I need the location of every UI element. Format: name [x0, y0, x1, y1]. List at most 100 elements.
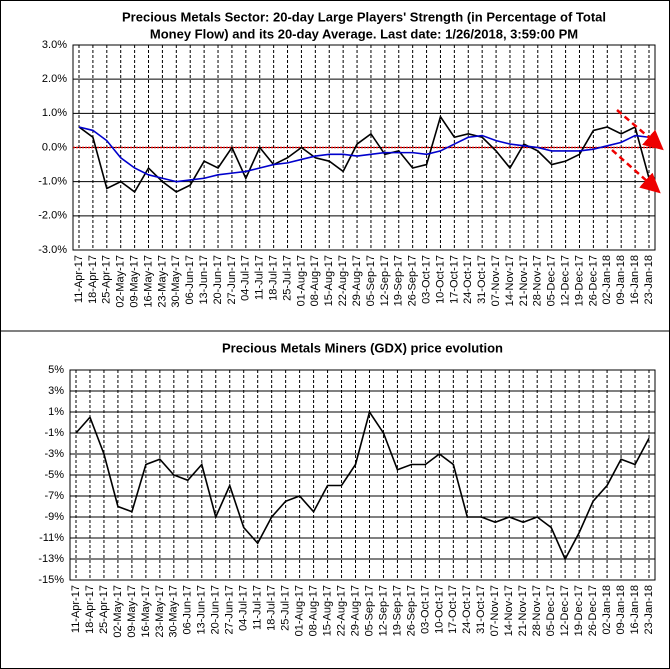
x-tick-label: 09-May-17 [129, 255, 141, 308]
y-tick-label: 2.0% [42, 73, 67, 85]
x-tick-label: 19-Sep-17 [391, 585, 403, 636]
x-tick-label: 05-Dec-17 [545, 585, 557, 636]
x-tick-label: 26-Dec-17 [587, 255, 599, 306]
x-tick-label: 24-Oct-17 [461, 585, 473, 634]
x-tick-label: 09-May-17 [126, 585, 138, 638]
x-tick-label: 12-Dec-17 [559, 255, 571, 306]
y-tick-label: -5% [44, 469, 64, 481]
x-tick-label: 17-Oct-17 [448, 255, 460, 304]
x-tick-label: 05-Sep-17 [365, 255, 377, 306]
x-tick-label: 31-Oct-17 [475, 585, 487, 634]
x-tick-label: 19-Dec-17 [573, 585, 585, 636]
x-tick-label: 24-Oct-17 [462, 255, 474, 304]
x-tick-label: 01-Aug-17 [294, 585, 306, 636]
x-tick-label: 26-Sep-17 [407, 255, 419, 306]
x-tick-label: 20-Jun-17 [210, 585, 222, 635]
x-tick-label: 30-May-17 [170, 255, 182, 308]
annotation-arrow [611, 149, 661, 194]
x-tick-label: 23-Jan-18 [643, 585, 655, 635]
series-line [78, 126, 650, 183]
x-tick-label: 13-Jun-17 [198, 255, 210, 305]
x-tick-label: 27-Jun-17 [224, 585, 236, 635]
y-tick-label: -11% [39, 532, 64, 544]
x-tick-label: 19-Sep-17 [393, 255, 405, 306]
x-tick-label: 08-Aug-17 [307, 585, 319, 636]
y-tick-label: -15% [38, 574, 64, 586]
x-tick-label: 26-Sep-17 [405, 585, 417, 636]
x-tick-label: 25-Jul-17 [280, 585, 292, 631]
x-tick-label: 02-Jan-18 [601, 585, 613, 635]
x-tick-label: 03-Oct-17 [420, 255, 432, 304]
x-tick-label: 05-Sep-17 [363, 585, 375, 636]
y-tick-label: 0.0% [42, 141, 67, 153]
x-tick-label: 19-Dec-17 [573, 255, 585, 306]
y-tick-label: 3% [48, 385, 64, 397]
x-tick-label: 18-Jul-17 [268, 255, 280, 301]
x-tick-label: 04-Jul-17 [238, 585, 250, 631]
y-tick-label: -1.0% [38, 176, 67, 188]
x-tick-label: 23-May-17 [156, 255, 168, 308]
x-tick-label: 16-May-17 [142, 255, 154, 308]
x-tick-label: 12-Sep-17 [379, 255, 391, 306]
x-tick-label: 23-Jan-18 [643, 255, 655, 305]
x-tick-label: 14-Nov-17 [503, 585, 515, 636]
x-tick-label: 09-Jan-18 [615, 255, 627, 305]
x-tick-label: 26-Dec-17 [587, 585, 599, 636]
x-tick-label: 22-Aug-17 [335, 585, 347, 636]
plot-border [69, 369, 656, 581]
x-tick-label: 11-Apr-17 [70, 585, 82, 633]
y-tick-label: 1.0% [42, 107, 67, 119]
x-tick-label: 29-Aug-17 [351, 255, 363, 306]
y-tick-label: -2.0% [38, 210, 67, 222]
x-tick-label: 15-Aug-17 [323, 255, 335, 306]
x-tick-label: 04-Jul-17 [240, 255, 252, 301]
x-tick-label: 06-Jun-17 [184, 255, 196, 305]
x-tick-label: 05-Dec-17 [546, 255, 558, 306]
y-tick-label: -3% [44, 448, 64, 460]
x-tick-label: 22-Aug-17 [337, 255, 349, 306]
x-tick-label: 16-Jan-18 [629, 585, 641, 635]
x-tick-label: 11-Jul-17 [252, 585, 264, 630]
x-tick-label: 25-Jul-17 [281, 255, 293, 301]
x-tick-label: 13-Jun-17 [196, 585, 208, 635]
x-tick-label: 31-Oct-17 [476, 255, 488, 304]
x-tick-label: 06-Jun-17 [182, 585, 194, 635]
x-tick-label: 16-May-17 [140, 585, 152, 638]
x-tick-label: 16-Jan-18 [629, 255, 641, 305]
x-tick-label: 20-Jun-17 [212, 255, 224, 305]
x-tick-label: 25-Apr-17 [101, 255, 113, 304]
series-line [78, 114, 650, 194]
x-tick-label: 18-Jul-17 [266, 585, 278, 631]
y-tick-label: -9% [44, 511, 64, 523]
x-tick-label: 28-Nov-17 [531, 585, 543, 636]
x-tick-label: 28-Nov-17 [532, 255, 544, 306]
x-tick-label: 02-Jan-18 [601, 255, 613, 305]
chart-title: Precious Metals Sector: 20-day Large Pla… [122, 9, 606, 24]
x-tick-label: 11-Jul-17 [254, 255, 266, 300]
x-tick-label: 23-May-17 [154, 585, 166, 638]
x-tick-label: 14-Nov-17 [504, 255, 516, 306]
x-tick-label: 17-Oct-17 [447, 585, 459, 634]
y-tick-label: -1% [44, 427, 64, 439]
y-tick-label: 3.0% [42, 39, 67, 51]
x-tick-label: 21-Nov-17 [518, 255, 530, 306]
x-tick-label: 02-May-17 [115, 255, 127, 308]
x-tick-label: 10-Oct-17 [434, 255, 446, 304]
x-tick-label: 08-Aug-17 [309, 255, 321, 306]
x-tick-label: 18-Apr-17 [84, 585, 96, 634]
x-tick-label: 29-Aug-17 [349, 585, 361, 636]
x-tick-label: 27-Jun-17 [226, 255, 238, 305]
x-tick-label: 12-Dec-17 [559, 585, 571, 636]
y-tick-label: 5% [48, 364, 64, 376]
x-tick-label: 11-Apr-17 [73, 255, 85, 303]
x-tick-label: 01-Aug-17 [295, 255, 307, 306]
chart-title: Precious Metals Miners (GDX) price evolu… [222, 340, 503, 355]
x-tick-label: 07-Nov-17 [489, 585, 501, 636]
series-line [75, 410, 650, 561]
chart-title: Money Flow) and its 20-day Average. Last… [150, 26, 578, 41]
x-tick-label: 30-May-17 [168, 585, 180, 638]
x-tick-label: 07-Nov-17 [490, 255, 502, 306]
x-tick-label: 15-Aug-17 [321, 585, 333, 636]
